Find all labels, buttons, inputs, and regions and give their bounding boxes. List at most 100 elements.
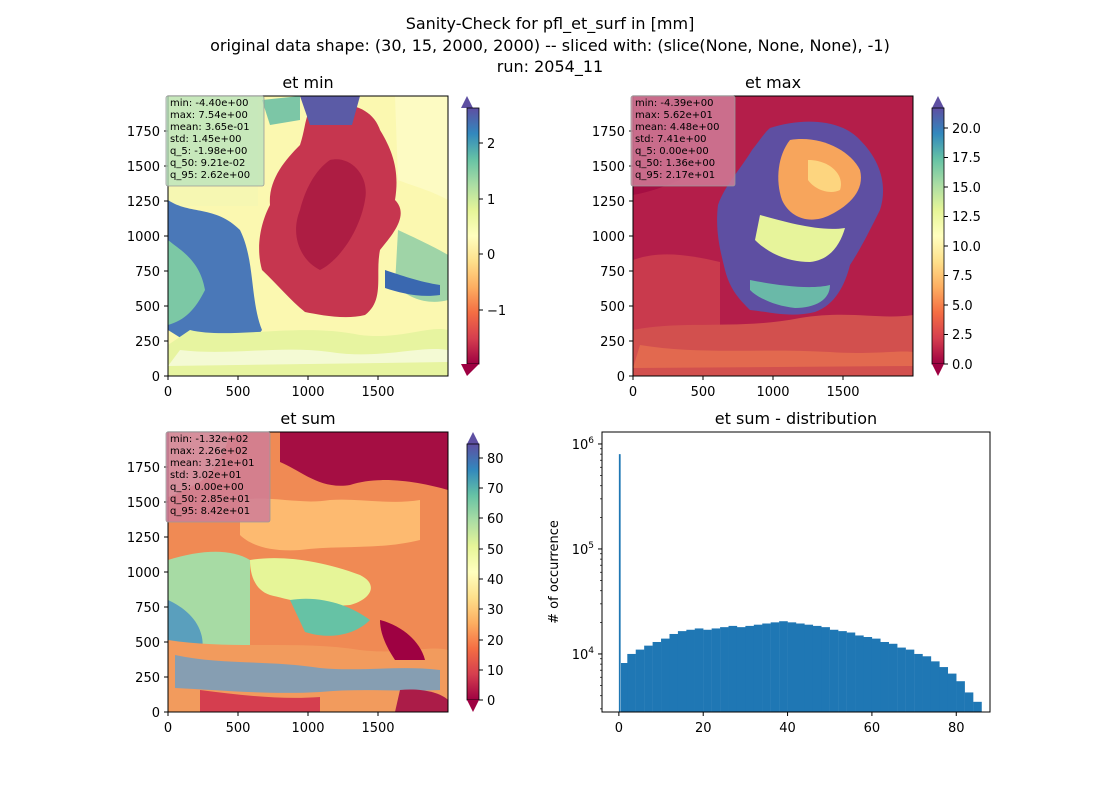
x-tick-label: 500 (691, 385, 716, 400)
colorbar-extend-top (467, 432, 479, 444)
y-axis-label: # of occurrence (547, 520, 562, 624)
colorbar-tick-label: 12.5 (952, 210, 981, 225)
histogram-bar (812, 625, 822, 712)
colorbar-ticks: 0 10 20 30 40 50 60 70 80 (479, 452, 504, 709)
stats-box: min: -1.32e+02 max: 2.26e+02 mean: 3.21e… (165, 431, 271, 523)
x-tick-label: 1500 (361, 721, 394, 736)
x-axis: 0 500 1000 1500 (629, 376, 860, 400)
histogram-bar (720, 627, 729, 712)
panel-et-sum-distribution: et sum - distribution # of occurrence 0 2… (547, 409, 991, 736)
y-tick-label: 500 (135, 636, 160, 651)
x-tick-label: 1500 (826, 385, 859, 400)
y-tick-label: 0 (617, 370, 625, 385)
y-axis: 0 250 500 750 1000 1250 1500 1750 (127, 125, 168, 385)
y-tick-label: 1250 (127, 531, 160, 546)
stat-line: std: 1.45e+00 (170, 134, 242, 145)
colorbar-tick-label: 0 (487, 248, 495, 263)
x-tick-label: 20 (695, 721, 712, 736)
histogram-bar (821, 627, 830, 712)
y-tick-label: 750 (135, 265, 160, 280)
histogram-bar (753, 624, 763, 712)
stat-line: q_5: -1.98e+00 (170, 146, 247, 157)
histogram-bar (855, 635, 864, 712)
colorbar-tick-label: 40 (487, 573, 504, 588)
y-tick-label: 1250 (592, 195, 625, 210)
y-tick-label: 1500 (127, 160, 160, 175)
colorbar-tick-label: 15.0 (952, 181, 981, 196)
x-tick-label: 500 (226, 721, 251, 736)
stats-box: min: -4.40e+00 max: 7.54e+00 mean: 3.65e… (165, 95, 265, 187)
suptitle-line2: original data shape: (30, 15, 2000, 2000… (210, 36, 890, 55)
x-axis: 0 20 40 60 80 (615, 712, 965, 736)
y-tick-label: 1750 (592, 125, 625, 140)
stat-line: q_50: 2.85e+01 (170, 494, 250, 505)
histogram-bar (796, 623, 805, 712)
panel-title: et sum (280, 409, 335, 428)
colorbar-tick-label: 2.5 (952, 328, 973, 343)
y-tick-label: 0 (152, 370, 160, 385)
colorbar-tick-label: 5.0 (952, 299, 973, 314)
histogram-bar (745, 625, 755, 712)
x-tick-label: 40 (779, 721, 796, 736)
stat-line: q_50: 9.21e-02 (170, 158, 245, 169)
colorbar-tick-label: 60 (487, 512, 504, 527)
stat-line: mean: 3.65e-01 (170, 122, 250, 133)
y-axis: 0 250 500 750 1000 1250 1500 1750 (127, 461, 168, 721)
colorbar-extend-bottom (932, 364, 944, 376)
colorbar: −1 0 1 2 (461, 96, 506, 376)
y-tick-label: 1000 (127, 566, 160, 581)
histogram-bar (677, 631, 687, 712)
stat-line: min: -4.40e+00 (170, 98, 249, 109)
colorbar-ticks: 0.0 2.5 5.0 7.5 10.0 12.5 15.0 17.5 20.0 (944, 122, 981, 373)
histogram-bar (871, 638, 881, 712)
colorbar-extend-bottom (467, 700, 479, 712)
x-tick-label: 0 (164, 385, 172, 400)
x-tick-label: 1500 (361, 385, 394, 400)
y-axis: 0 250 500 750 1000 1250 1500 1750 (592, 125, 633, 385)
y-tick-label: 1750 (127, 125, 160, 140)
colorbar-tick-label: 0 (487, 694, 495, 709)
heatmap-image (633, 96, 913, 376)
x-tick-label: 1000 (291, 385, 324, 400)
stat-line: min: -4.39e+00 (635, 98, 714, 109)
histogram-bar (728, 625, 738, 712)
histogram-bar (973, 701, 982, 712)
y-tick-label: 104 (572, 646, 595, 663)
colorbar-tick-label: 50 (487, 543, 504, 558)
colorbar-tick-label: 30 (487, 603, 504, 618)
histogram-bar (762, 623, 771, 712)
x-tick-label: 500 (226, 385, 251, 400)
stat-line: max: 2.26e+02 (170, 446, 248, 457)
x-axis: 0 500 1000 1500 (164, 376, 395, 400)
colorbar-body (466, 107, 480, 365)
y-tick-label: 1500 (127, 496, 160, 511)
histogram-bar (620, 663, 628, 712)
colorbar-tick-label: −1 (487, 304, 506, 319)
x-tick-label: 0 (164, 721, 172, 736)
histogram-bars (618, 454, 982, 712)
y-tick-label: 500 (135, 300, 160, 315)
x-tick-label: 0 (629, 385, 637, 400)
colorbar-tick-label: 17.5 (952, 151, 981, 166)
histogram-bar (711, 628, 721, 712)
stat-line: q_5: 0.00e+00 (635, 146, 709, 157)
suptitle-line1: Sanity-Check for pfl_et_surf in [mm] (406, 14, 695, 34)
histogram-bar (922, 656, 932, 712)
histogram-bar (897, 647, 906, 712)
y-tick-label: 250 (135, 335, 160, 350)
colorbar-extend-top (461, 96, 473, 108)
histogram-bar (829, 629, 839, 712)
colorbar-tick-label: 10 (487, 664, 504, 679)
histogram-bar (627, 653, 636, 712)
histogram-bar (703, 629, 712, 712)
stat-line: q_50: 1.36e+00 (635, 158, 715, 169)
colorbar-body (931, 107, 945, 365)
histogram-bar (686, 629, 695, 712)
histogram-bar (888, 643, 898, 712)
histogram-bar (661, 638, 670, 712)
y-tick-label: 1250 (127, 195, 160, 210)
colorbar-tick-label: 7.5 (952, 269, 973, 284)
histogram-bar (905, 649, 915, 712)
colorbar: 0.0 2.5 5.0 7.5 10.0 12.5 15.0 17.5 20.0 (931, 96, 981, 376)
